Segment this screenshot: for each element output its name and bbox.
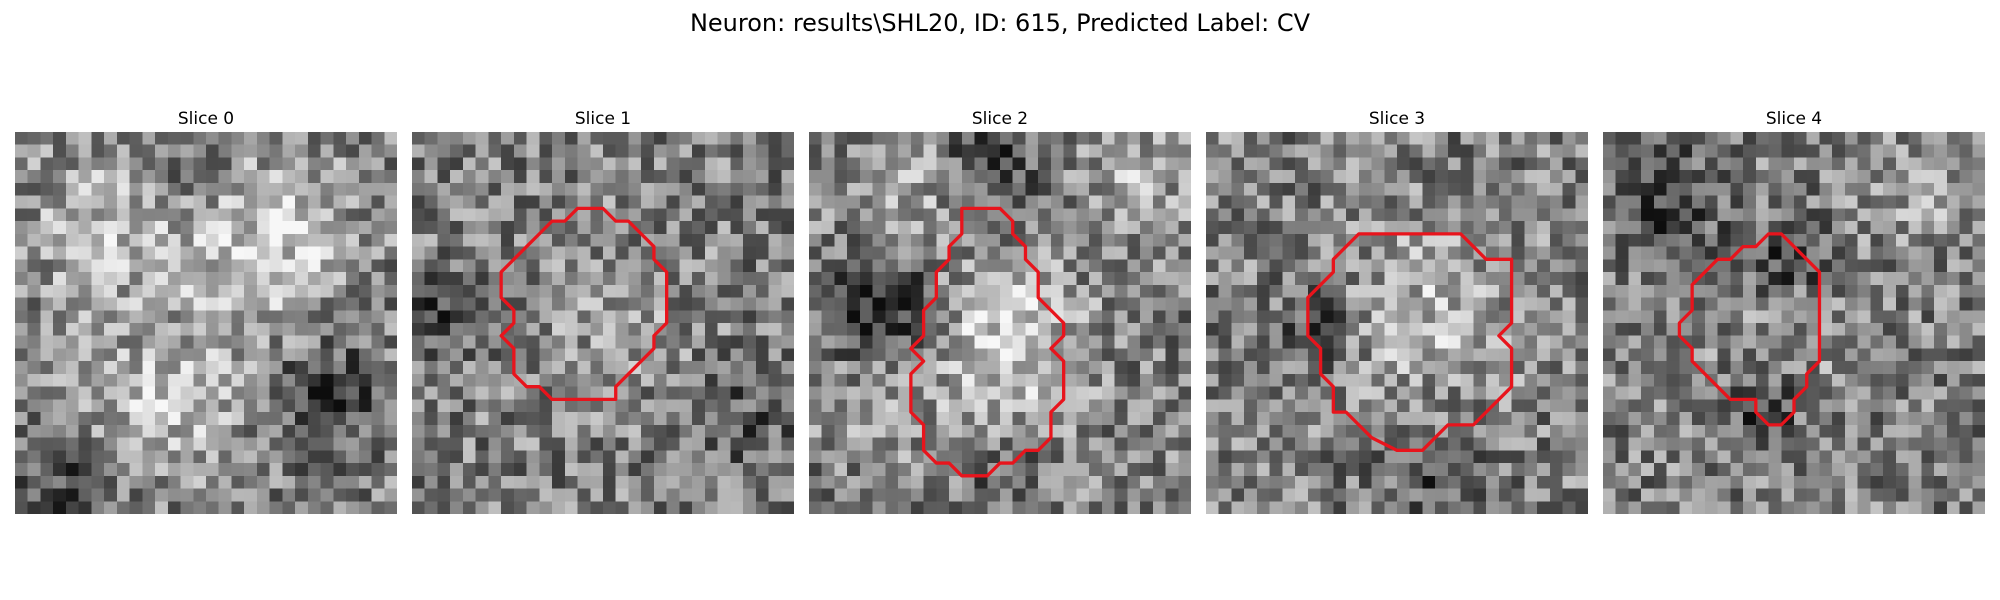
slice-title: Slice 1 xyxy=(574,109,632,129)
slice-title: Slice 3 xyxy=(1368,109,1426,129)
slice-panel-0: Slice 0 xyxy=(15,108,397,514)
slice-image xyxy=(809,132,1191,514)
slice-panel-1: Slice 1 xyxy=(412,108,794,514)
segmentation-contour xyxy=(1677,232,1822,427)
segmentation-contour xyxy=(909,206,1066,478)
slice-title: Slice 4 xyxy=(1765,109,1823,129)
slice-image xyxy=(15,132,397,514)
slice-image xyxy=(1206,132,1588,514)
segmentation-contour xyxy=(499,206,669,402)
figure-title: Neuron: results\SHL20, ID: 615, Predicte… xyxy=(689,9,1311,37)
segmentation-contour xyxy=(1306,232,1514,452)
slice-image xyxy=(412,132,794,514)
slice-panel-2: Slice 2 xyxy=(809,108,1191,514)
slice-title: Slice 2 xyxy=(971,109,1029,129)
slice-panel-3: Slice 3 xyxy=(1206,108,1588,514)
slice-image xyxy=(1603,132,1985,514)
slice-title: Slice 0 xyxy=(177,109,235,129)
slice-panel-4: Slice 4 xyxy=(1603,108,1985,514)
